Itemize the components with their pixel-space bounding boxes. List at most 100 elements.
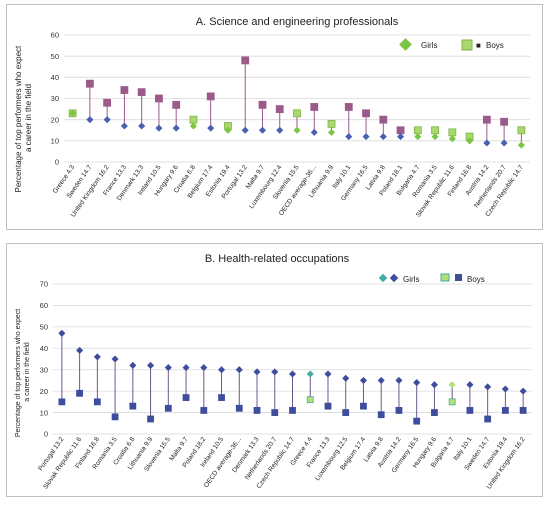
girls-point-science xyxy=(276,126,284,134)
boys-point-science xyxy=(275,105,284,113)
girls-point-health xyxy=(466,381,474,389)
girls-point-health xyxy=(253,368,261,376)
boys-point-health xyxy=(519,407,527,414)
girls-point-science xyxy=(293,126,301,134)
boys-point-health xyxy=(58,398,66,406)
girls-point-science xyxy=(397,133,405,141)
girls-point-health xyxy=(164,364,172,372)
boys-point-science xyxy=(327,120,336,128)
y-tick-label-science: 50 xyxy=(51,52,59,61)
boys-point-science xyxy=(517,126,526,135)
boys-point-science xyxy=(431,126,439,135)
boys-point-science xyxy=(293,109,301,118)
boys-point-health xyxy=(324,402,332,410)
girls-point-health xyxy=(501,385,509,393)
girls-point-health xyxy=(395,376,403,384)
boys-point-health xyxy=(501,407,509,414)
y-axis-label-health: Percentage of top performers who expect … xyxy=(15,307,31,437)
boys-point-health xyxy=(342,409,350,416)
girls-point-science xyxy=(103,116,111,124)
girls-point-health xyxy=(342,374,350,382)
boys-point-science xyxy=(310,103,319,111)
legend-health: Girls Boys xyxy=(378,273,485,284)
y-tick-label-health: 0 xyxy=(44,430,48,439)
boys-point-health xyxy=(395,407,403,414)
girls-point-health xyxy=(484,383,492,391)
boys-point-health xyxy=(218,394,225,401)
girls-point-health xyxy=(359,376,367,384)
girls-point-science xyxy=(362,133,370,141)
boys-point-science xyxy=(120,86,129,94)
legend-boys-marker xyxy=(461,39,473,51)
boys-point-science xyxy=(413,126,422,135)
girls-point-science xyxy=(207,124,215,132)
y-tick-label-science: 60 xyxy=(51,31,59,40)
girls-point-health xyxy=(93,353,101,361)
boys-point-health xyxy=(271,409,279,416)
girls-point-science xyxy=(86,116,94,124)
boys-point-science xyxy=(241,56,250,65)
boys-point-science xyxy=(379,115,388,124)
boys-point-health xyxy=(466,407,474,414)
chart-panel-health: B. Health-related occupations Percentage… xyxy=(6,243,543,497)
girls-point-health xyxy=(430,381,438,389)
boys-point-science xyxy=(482,115,491,124)
girls-point-science xyxy=(155,124,163,132)
girls-point-health xyxy=(271,368,279,376)
boys-point-science xyxy=(155,94,163,103)
y-tick-label-health: 70 xyxy=(40,280,48,289)
girls-point-health xyxy=(129,361,137,369)
boys-point-health xyxy=(93,398,101,406)
boys-point-health xyxy=(484,415,492,423)
girls-point-science xyxy=(431,133,439,141)
boys-point-science xyxy=(103,98,112,107)
girls-point-health xyxy=(218,366,226,374)
boys-point-health xyxy=(431,409,438,416)
boys-point-science xyxy=(396,126,405,135)
girls-point-health xyxy=(306,370,314,378)
legend-science: Girls ■ Boys xyxy=(399,38,504,51)
girls-point-health xyxy=(413,379,421,387)
y-tick-label-health: 40 xyxy=(40,344,48,353)
girls-point-health xyxy=(324,370,332,378)
girls-point-science xyxy=(310,128,318,136)
y-tick-label-health: 50 xyxy=(40,323,48,332)
girls-point-science xyxy=(483,139,491,147)
girls-point-science xyxy=(241,126,249,134)
y-tick-label-health: 10 xyxy=(40,408,48,417)
girls-point-science xyxy=(327,128,336,136)
girls-point-science xyxy=(466,137,474,145)
boys-point-health xyxy=(200,407,208,414)
girls-point-health xyxy=(200,364,208,372)
legend-boys-label: Boys xyxy=(486,41,504,50)
girls-point-health xyxy=(448,381,456,389)
y-tick-label-health: 30 xyxy=(40,365,48,374)
girls-point-science xyxy=(345,133,353,141)
legend-boys-marker-special xyxy=(440,273,450,282)
y-tick-label-science: 10 xyxy=(51,137,59,146)
girls-point-health xyxy=(147,361,155,369)
boys-point-health xyxy=(253,407,261,414)
boys-point-health xyxy=(147,415,154,423)
y-tick-label-science: 0 xyxy=(55,158,59,167)
y-tick-label-science: 40 xyxy=(51,73,59,82)
legend-girls-label: Girls xyxy=(421,41,437,50)
girls-point-science xyxy=(172,124,180,132)
boys-point-science xyxy=(344,103,353,111)
chart-title-science: A. Science and engineering professionals xyxy=(196,16,399,28)
legend-girls-label: Girls xyxy=(403,275,419,284)
girls-point-science xyxy=(120,122,128,130)
legend-girls-marker xyxy=(389,273,399,283)
girls-point-science xyxy=(258,126,267,134)
y-tick-label-health: 20 xyxy=(40,387,48,396)
legend-girls-marker-special xyxy=(378,273,388,283)
girls-point-science xyxy=(414,133,422,141)
x-category-label-health: Netherlands 20.7 xyxy=(244,436,279,481)
y-axis-label-health-line1: Percentage of top performers who expect xyxy=(15,309,22,437)
boys-point-health xyxy=(289,407,296,414)
y-axis-label-health-line2: a career in the field xyxy=(24,342,31,402)
y-tick-label-science: 30 xyxy=(51,94,59,103)
y-tick-label-science: 20 xyxy=(51,115,59,124)
girls-point-health xyxy=(519,387,527,395)
boys-point-science xyxy=(258,100,267,109)
